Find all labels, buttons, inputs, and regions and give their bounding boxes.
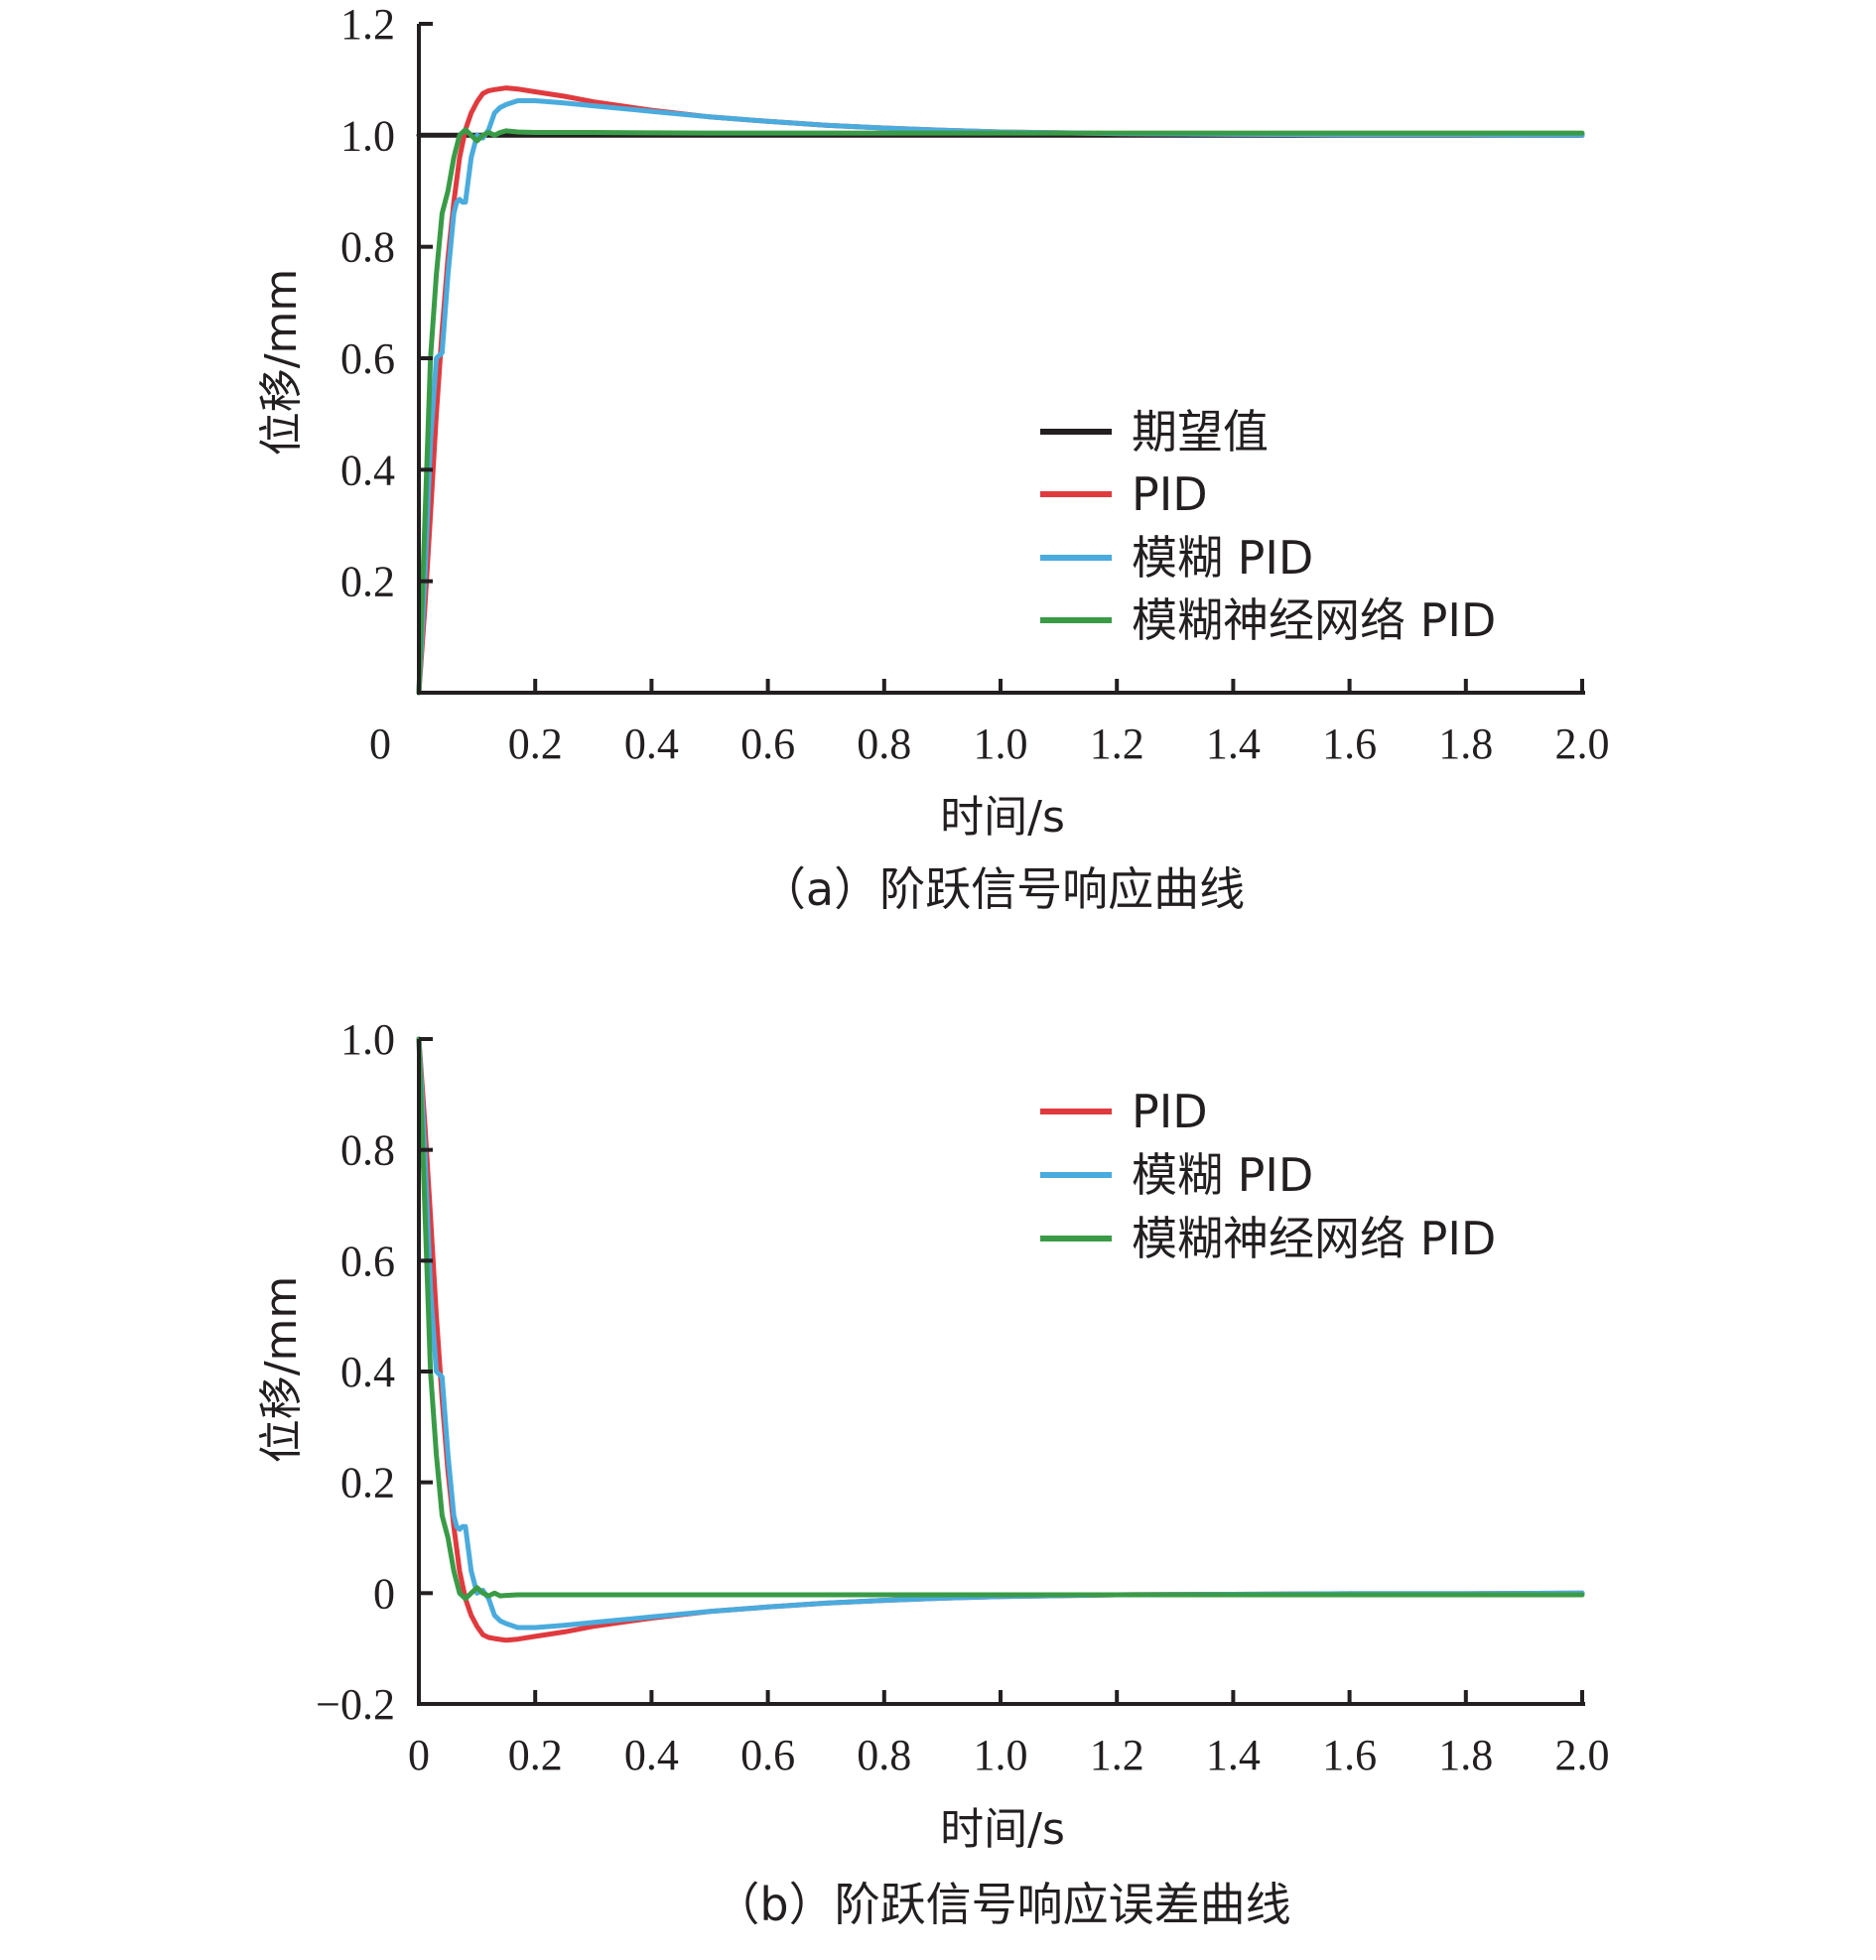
x-tick-label: 1.8: [1438, 1731, 1493, 1779]
legend-label-fuzzy-nn-pid: 模糊神经网络 PID: [1132, 593, 1496, 647]
x-tick-label: 0.4: [624, 1731, 679, 1779]
x-tick-label: 1.4: [1206, 719, 1261, 768]
x-tick-label: 1.2: [1090, 1731, 1144, 1779]
step-response-axes: [417, 24, 1585, 695]
y-ticks: 0.2 0.4 0.6 0.8 1.0 1.2: [340, 0, 433, 606]
x-tick-label: 1.8: [1438, 719, 1493, 768]
series-line-fuzzy-nn-pid: [416, 127, 1585, 696]
series-line-fuzzy-nn-pid: [416, 1036, 1585, 1602]
legend-label-pid: PID: [1132, 467, 1208, 521]
series-line-pid: [416, 1036, 1585, 1643]
x-tick-label: 0.2: [508, 719, 563, 768]
y-tick-label: 0.8: [340, 223, 395, 272]
legend-label-fuzzy-pid: 模糊 PID: [1132, 1148, 1313, 1202]
x-ticks: 0 0.2 0.4 0.6 0.8 1.0 1.2 1.4 1.6 1.8 2.0: [369, 679, 1610, 768]
legend: PID 模糊 PID 模糊神经网络 PID: [1040, 1085, 1496, 1265]
legend-label-expected: 期望值: [1132, 405, 1269, 458]
x-tick-label: 2.0: [1555, 1731, 1610, 1779]
step-response-chart: 0 0.2 0.4 0.6 0.8 1.0 1.2 1.4 1.6 1.8 2.0 0.20.40.…: [256, 0, 1610, 916]
x-tick-label: 0.4: [624, 719, 679, 768]
y-tick-label: 1.0: [340, 1015, 395, 1064]
x-tick-label: 0: [408, 1731, 430, 1779]
legend-label-fuzzy-pid: 模糊 PID: [1132, 531, 1313, 585]
step-response-series: [416, 85, 1585, 696]
x-tick-label: 0.8: [857, 719, 911, 768]
x-tick-label: 1.6: [1322, 719, 1377, 768]
x-tick-label: 0.6: [740, 1731, 795, 1779]
y-tick-label: 0.8: [340, 1126, 395, 1175]
step-error-axes: [417, 1039, 1585, 1706]
y-axis-title: 位移/mm: [256, 1276, 307, 1464]
y-tick-label: 0: [373, 1569, 395, 1618]
x-tick-label: 1.6: [1322, 1731, 1377, 1779]
x-tick-label: 1.2: [1090, 719, 1144, 768]
series-line-fuzzy-pid: [416, 1036, 1585, 1631]
x-tick-label: 1.4: [1206, 1731, 1261, 1779]
x-ticks: 0 0.2 0.4 0.6 0.8 1.0 1.2 1.4 1.6 1.8 2.0: [408, 1690, 1610, 1779]
x-tick-label: 2.0: [1555, 719, 1610, 768]
legend-label-fuzzy-nn-pid: 模糊神经网络 PID: [1132, 1212, 1496, 1265]
x-tick-label: 0.6: [740, 719, 795, 768]
x-tick-label: 0.8: [857, 1731, 911, 1779]
y-tick-label: 0.4: [340, 1348, 395, 1396]
x-tick-label: 0: [369, 719, 391, 768]
x-tick-label: 0.2: [508, 1731, 563, 1779]
y-tick-label: 1.0: [340, 111, 395, 160]
y-tick-label: −0.2: [316, 1680, 395, 1729]
legend: 期望值 PID 模糊 PID 模糊神经网络 PID: [1040, 405, 1496, 647]
step-error-chart: 0 0.2 0.4 0.6 0.8 1.0 1.2 1.4 1.6 1.8 2.0 −0.2 0 0.2…: [256, 1015, 1610, 1931]
y-tick-label: 0.2: [340, 1459, 395, 1507]
x-axis-title: 时间/s: [940, 792, 1065, 843]
y-ticks: −0.2 0 0.2 0.4 0.6 0.8 1.0: [316, 1015, 433, 1729]
y-axis-title: 位移/mm: [256, 269, 307, 457]
x-axis-title: 时间/s: [940, 1804, 1065, 1855]
caption-b: （b）阶跃信号响应误差曲线: [714, 1878, 1290, 1931]
y-tick-label: 1.2: [340, 0, 395, 49]
legend-label-pid: PID: [1132, 1085, 1208, 1138]
caption-a: （a）阶跃信号响应曲线: [760, 862, 1245, 916]
y-tick-label: 0.6: [340, 334, 395, 383]
x-tick-label: 1.0: [974, 1731, 1028, 1779]
y-tick-label: 0.2: [340, 558, 395, 606]
y-tick-label: 0.6: [340, 1237, 395, 1285]
step-error-series: [416, 1036, 1585, 1643]
y-tick-label: 0.4: [340, 446, 395, 494]
x-tick-label: 1.0: [974, 719, 1028, 768]
